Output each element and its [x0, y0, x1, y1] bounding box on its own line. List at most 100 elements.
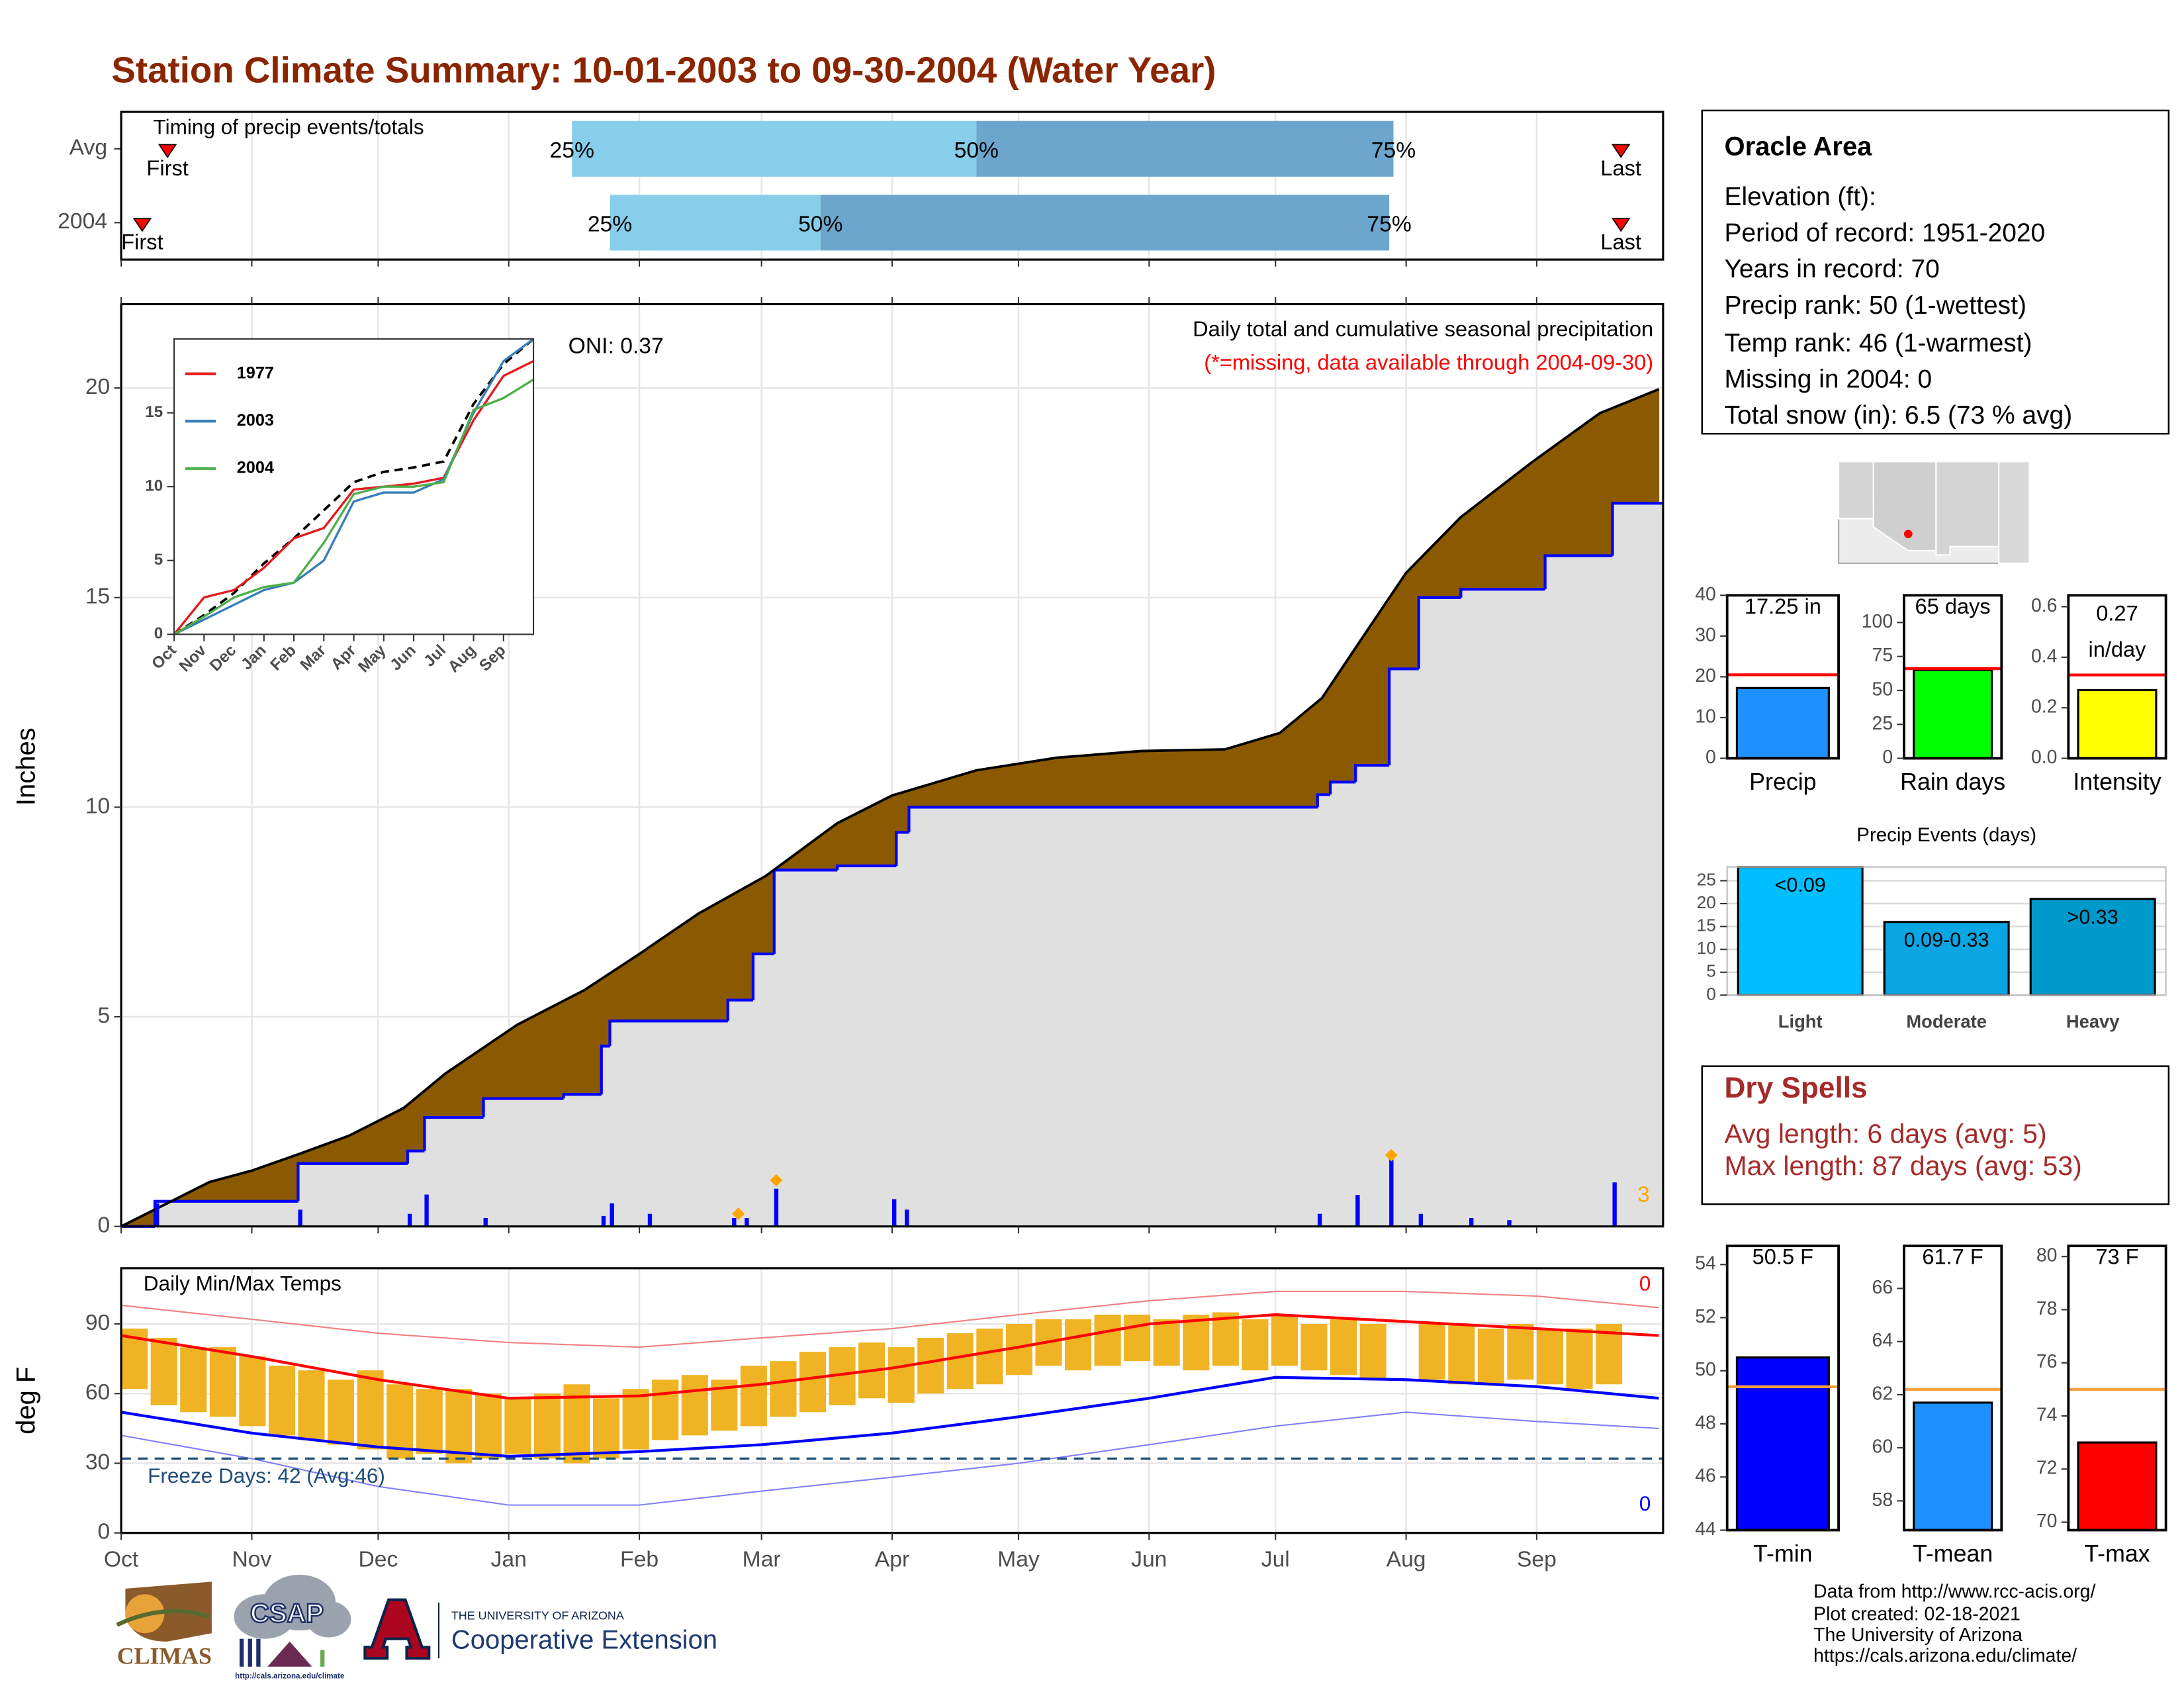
csap-text: CSAP: [250, 1599, 324, 1628]
daily-range: [180, 1347, 207, 1413]
cumulative-area: [483, 1098, 565, 1227]
quantile-bar: [610, 195, 821, 251]
marker-label: First: [121, 230, 163, 254]
panel-background: [174, 339, 534, 635]
y-tick-label: 15: [1697, 915, 1716, 935]
y-tick-label: 50: [1695, 1359, 1716, 1380]
x-tick-label: May: [997, 1548, 1040, 1572]
daily-range: [681, 1375, 708, 1436]
quantile-label: 75%: [1371, 138, 1416, 163]
cumulative-area: [563, 1094, 602, 1227]
value-label: 17.25 in: [1745, 594, 1821, 618]
series-line: [173, 338, 535, 635]
y-tick-label: 60: [1872, 1436, 1893, 1458]
x-tick-label: Dec: [358, 1548, 398, 1572]
info-box: [1701, 109, 2170, 435]
daily-range: [1064, 1319, 1092, 1371]
y-tick-label: 10: [1697, 938, 1716, 958]
daily-bar: [1317, 1213, 1322, 1227]
y-tick-label: 0.0: [2031, 747, 2058, 768]
daily-bar: [1507, 1220, 1512, 1227]
y-tick-label: 10: [145, 477, 163, 495]
daily-range: [1271, 1315, 1298, 1366]
daily-bar: [610, 1203, 614, 1227]
quantile-bar: [976, 120, 1394, 177]
daily-range: [298, 1370, 325, 1440]
quantile-label: 25%: [550, 138, 594, 163]
station-dot: [1903, 530, 1913, 539]
legend-label: 1977: [237, 363, 274, 382]
y-tick-label: 66: [1872, 1277, 1893, 1298]
quantile-label: 50%: [954, 138, 999, 163]
y-tick-label: 74: [2036, 1404, 2058, 1425]
info-line: Temp rank: 46 (1-warmest): [1724, 329, 2032, 357]
dry-spells-title: Dry Spells: [1724, 1072, 1867, 1104]
y-tick-label: 30: [85, 1450, 110, 1474]
y-tick-label: 50: [1872, 679, 1893, 700]
cumulative-step: [608, 1019, 728, 1047]
timing-marker: [158, 144, 177, 158]
daily-bar: [891, 1199, 897, 1227]
legend-label: 2003: [237, 411, 274, 430]
y-tick-label: 20: [85, 375, 110, 399]
daily-range: [1330, 1319, 1357, 1376]
daily-range: [946, 1333, 974, 1389]
bar: [1913, 669, 1993, 760]
daily-range: [1566, 1329, 1593, 1389]
cumulative-area: [424, 1117, 484, 1227]
x-tick-label: Mar: [743, 1548, 781, 1572]
ua-extension: Cooperative Extension: [451, 1625, 717, 1654]
y-tick-label: 0: [154, 625, 163, 643]
dry-spells-line: Avg length: 6 days (avg: 5): [1724, 1119, 2046, 1149]
cumulative-area: [1418, 597, 1462, 1227]
y-tick-label: 15: [85, 585, 110, 609]
csap-stripe: [256, 1638, 261, 1667]
category-label: T-mean: [1913, 1540, 1993, 1567]
daily-bar: [905, 1209, 909, 1227]
x-tick-label: Sep: [1517, 1548, 1557, 1572]
daily-range: [475, 1393, 502, 1459]
average-max-line: [120, 1313, 1659, 1400]
y-tick-label: 76: [2036, 1351, 2058, 1372]
daily-range: [416, 1389, 443, 1454]
quantile-label: 25%: [588, 212, 632, 236]
bar: [1735, 1356, 1830, 1532]
y-tick-label: 52: [1695, 1306, 1716, 1327]
csap-stripe: [248, 1638, 252, 1667]
ua-mark: [363, 1598, 431, 1660]
daily-range: [209, 1347, 236, 1417]
cumulative-area: [298, 1163, 408, 1227]
panel-title: Timing of precip events/totals: [154, 115, 424, 139]
daily-range: [533, 1393, 561, 1459]
daily-range: [1153, 1319, 1180, 1366]
y-tick-label: 0.6: [2031, 595, 2058, 616]
daily-bar: [601, 1215, 606, 1227]
daily-bar: [1355, 1195, 1360, 1227]
y-tick-label: 10: [1695, 706, 1716, 727]
y-tick-label: 75: [1872, 645, 1893, 666]
y-tick-label: 0: [98, 1213, 111, 1238]
cumulative-area: [896, 832, 910, 1227]
category-label: Moderate: [1906, 1011, 1987, 1032]
daily-range: [1359, 1324, 1387, 1380]
daily-bar: [732, 1218, 737, 1227]
daily-range: [1212, 1312, 1239, 1366]
cumulative-area: [909, 807, 1318, 1227]
record-count: 3: [1637, 1182, 1650, 1207]
y-tick-label: 0: [1706, 984, 1716, 1004]
panel-frame: [2067, 594, 2167, 760]
cumulative-area: [774, 870, 839, 1227]
category-label: Light: [1778, 1011, 1823, 1032]
footer-line: https://cals.arizona.edu/climate/: [1813, 1646, 2077, 1667]
daily-range: [387, 1384, 414, 1459]
daily-range: [268, 1366, 295, 1436]
y-tick-label: 10: [85, 794, 110, 818]
daily-bar: [407, 1213, 412, 1227]
daily-bar: [1469, 1218, 1474, 1227]
cumulative-step: [1316, 793, 1331, 808]
daily-bar: [774, 1188, 779, 1227]
daily-bar: [647, 1213, 653, 1227]
cumulative-area: [837, 866, 897, 1227]
bar: [2077, 1441, 2158, 1532]
cumulative-step: [1417, 596, 1461, 669]
